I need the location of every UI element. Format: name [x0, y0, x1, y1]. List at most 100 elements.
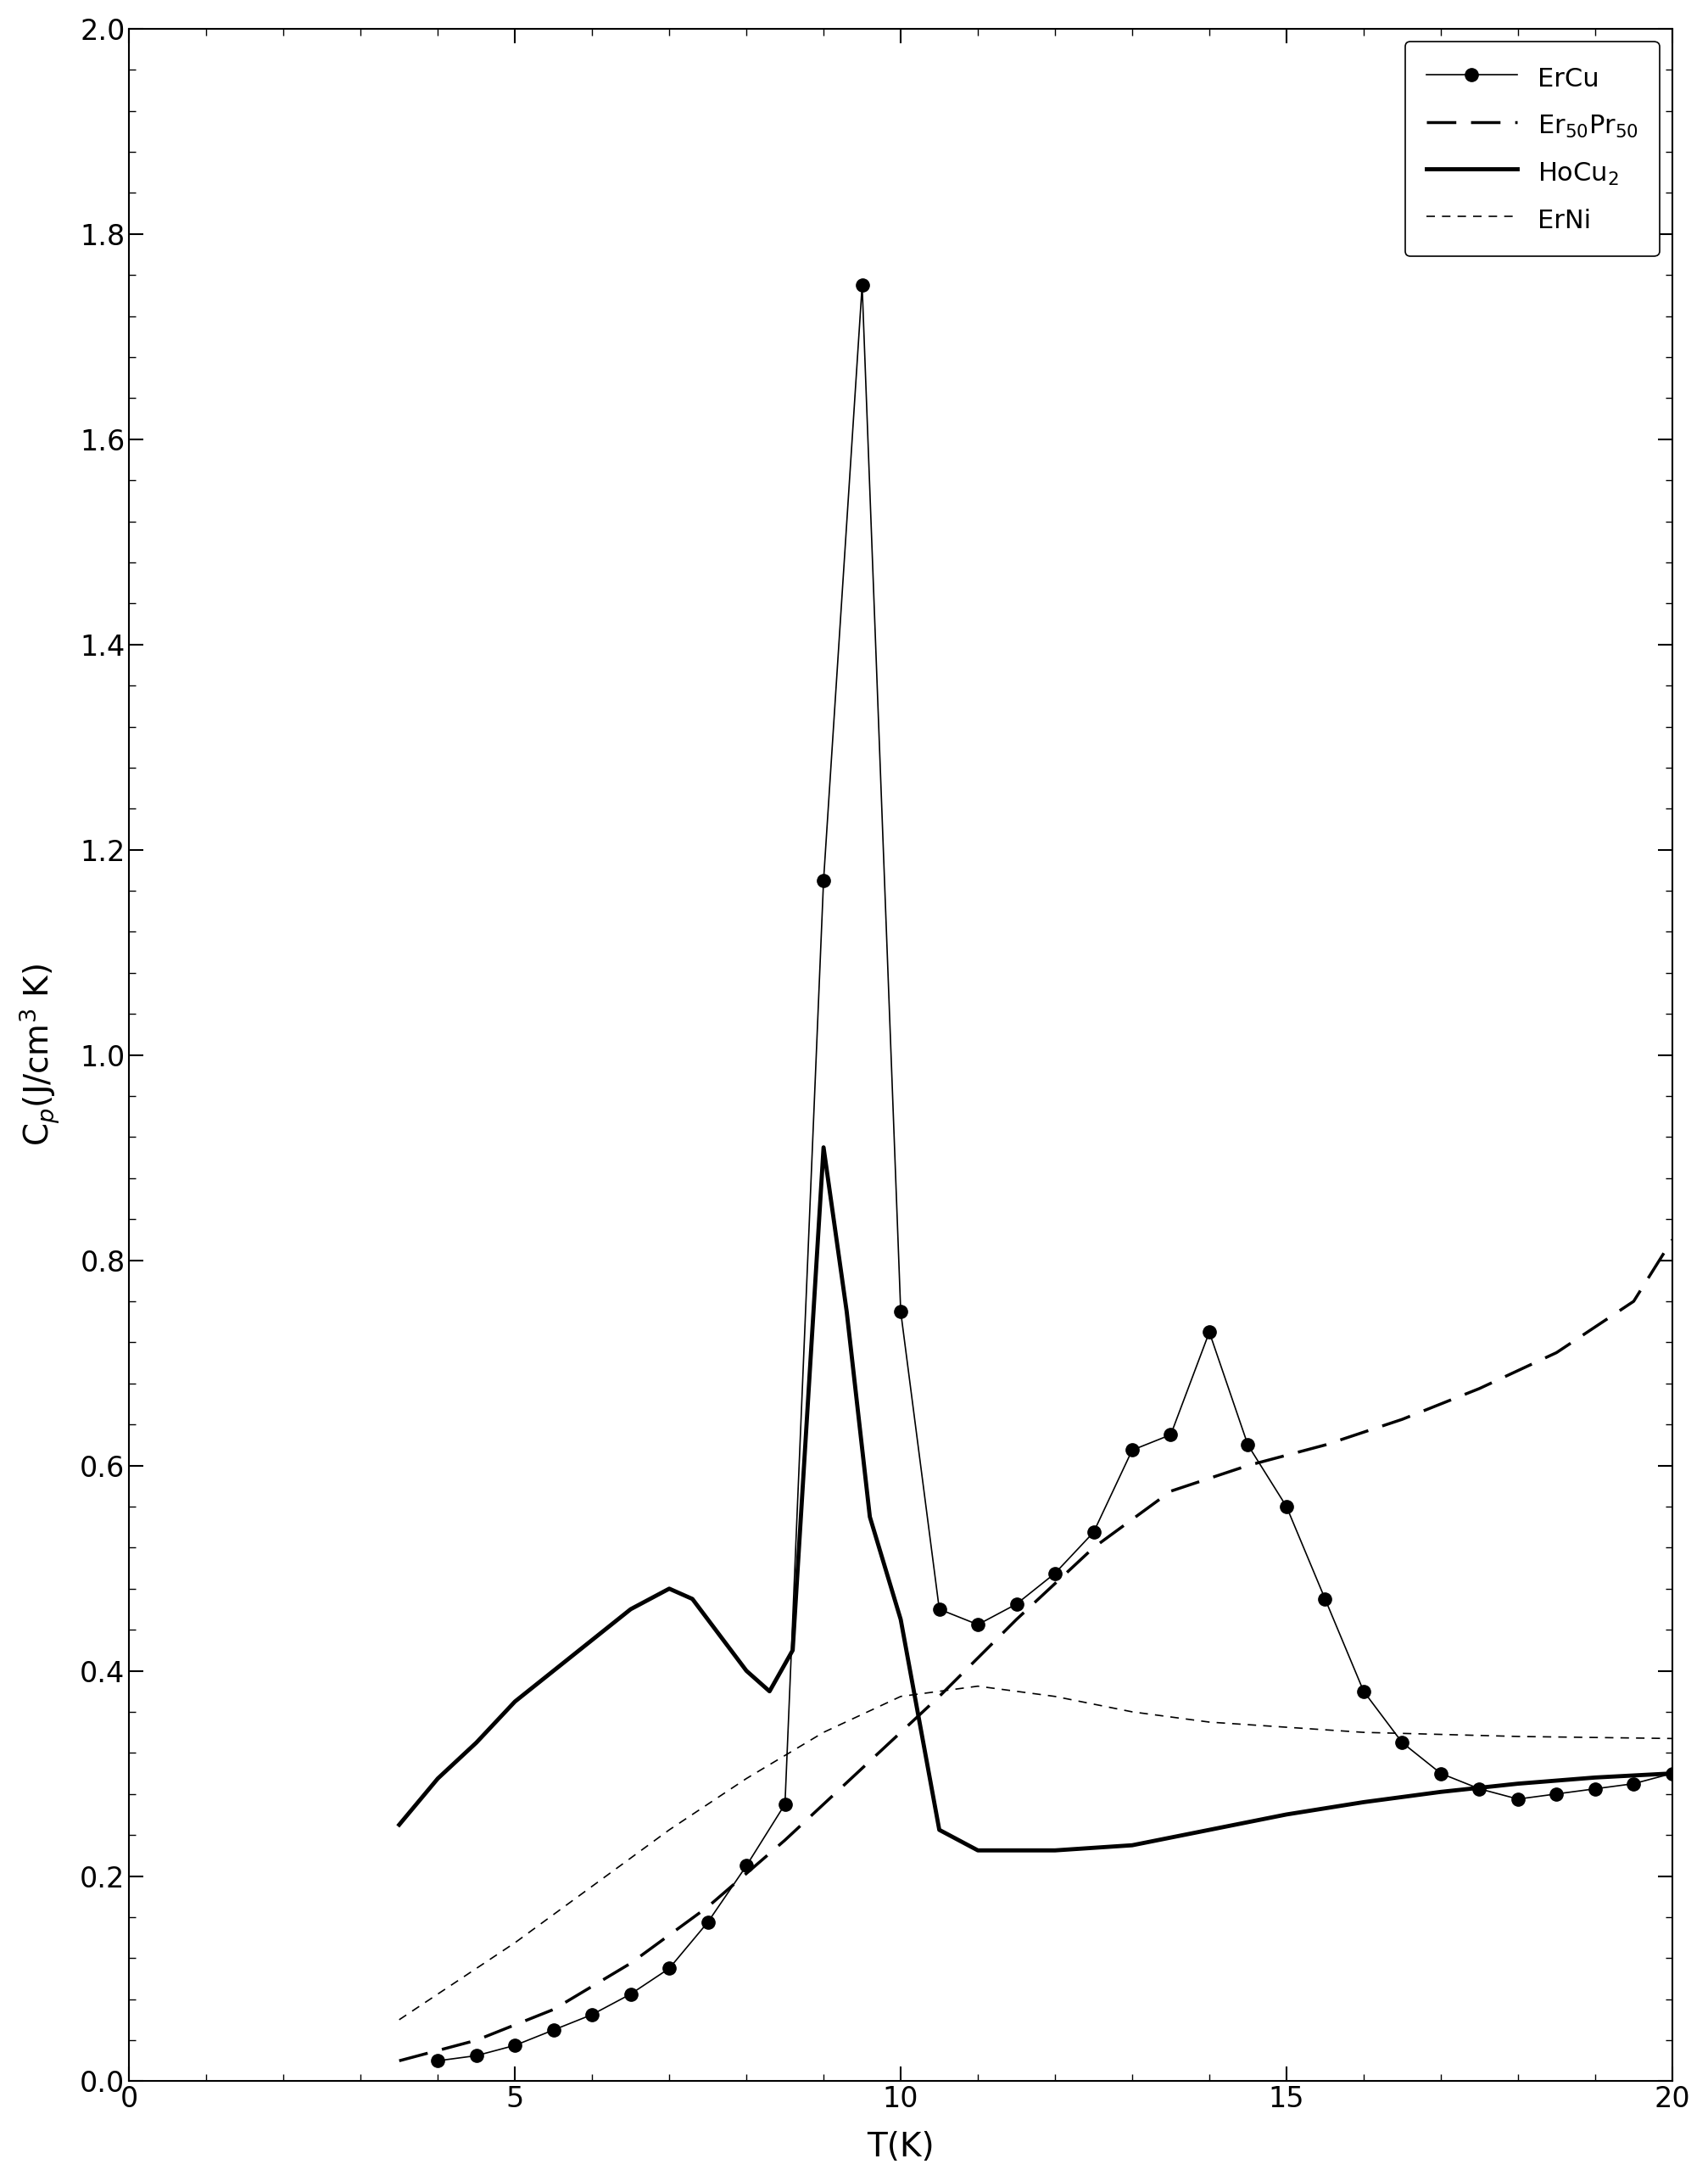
HoCu$_2$ — [705, 1616, 726, 1642]
ErCu — [427, 2048, 447, 2074]
Er$_{50}$Pr$_{50}$ — [1315, 1433, 1336, 1459]
HoCu$_2$ — [1353, 1788, 1373, 1815]
Er$_{50}$Pr$_{50}$ — [620, 1950, 640, 1976]
ErCu — [968, 1612, 989, 1638]
ErCu — [1045, 1559, 1066, 1586]
ErNi — [813, 1719, 834, 1745]
ErNi — [736, 1764, 757, 1791]
HoCu$_2$ — [837, 1298, 857, 1324]
HoCu$_2$ — [582, 1627, 603, 1653]
ErNi — [1585, 1725, 1606, 1751]
Line: HoCu$_2$: HoCu$_2$ — [400, 1147, 1672, 1849]
Er$_{50}$Pr$_{50}$ — [775, 1828, 796, 1854]
ErCu — [620, 1980, 640, 2007]
Y-axis label: C$_p$(J/cm$^3$ K): C$_p$(J/cm$^3$ K) — [17, 964, 61, 1147]
HoCu$_2$ — [659, 1575, 680, 1601]
HoCu$_2$ — [1045, 1836, 1066, 1863]
ErNi — [659, 1817, 680, 1843]
ErNi — [1508, 1723, 1529, 1749]
ErCu — [1353, 1677, 1373, 1703]
Er$_{50}$Pr$_{50}$ — [929, 1684, 950, 1710]
ErCu — [504, 2033, 524, 2059]
Er$_{50}$Pr$_{50}$ — [1623, 1289, 1643, 1315]
HoCu$_2$ — [466, 1730, 487, 1756]
ErNi — [1122, 1699, 1143, 1725]
HoCu$_2$ — [813, 1134, 834, 1160]
HoCu$_2$ — [782, 1638, 803, 1664]
Line: ErNi: ErNi — [400, 1686, 1672, 2020]
HoCu$_2$ — [859, 1503, 880, 1529]
ErCu — [1276, 1494, 1296, 1520]
HoCu$_2$ — [543, 1658, 564, 1684]
Er$_{50}$Pr$_{50}$ — [852, 1756, 873, 1782]
Er$_{50}$Pr$_{50}$ — [1083, 1535, 1103, 1562]
ErCu — [1160, 1422, 1180, 1448]
ErCu — [775, 1791, 796, 1817]
ErCu — [1315, 1586, 1336, 1612]
ErCu — [736, 1852, 757, 1878]
ErCu — [1585, 1775, 1606, 1802]
ErCu — [659, 1956, 680, 1983]
ErNi — [1353, 1719, 1373, 1745]
HoCu$_2$ — [760, 1677, 781, 1703]
HoCu$_2$ — [1431, 1780, 1452, 1806]
Er$_{50}$Pr$_{50}$ — [1662, 1226, 1682, 1252]
ErNi — [504, 1930, 524, 1956]
HoCu$_2$ — [504, 1688, 524, 1714]
ErCu — [890, 1298, 910, 1324]
ErCu — [697, 1908, 717, 1935]
ErCu — [1392, 1730, 1413, 1756]
ErNi — [1276, 1714, 1296, 1740]
HoCu$_2$ — [890, 1607, 910, 1634]
HoCu$_2$ — [968, 1836, 989, 1863]
Line: ErCu: ErCu — [432, 279, 1679, 2068]
HoCu$_2$ — [427, 1764, 447, 1791]
Er$_{50}$Pr$_{50}$ — [543, 1996, 564, 2022]
X-axis label: T(K): T(K) — [868, 2131, 934, 2164]
Er$_{50}$Pr$_{50}$ — [1392, 1407, 1413, 1433]
ErCu — [1623, 1771, 1643, 1797]
ErCu — [1199, 1320, 1220, 1346]
HoCu$_2$ — [1122, 1832, 1143, 1858]
HoCu$_2$ — [1508, 1771, 1529, 1797]
ErNi — [389, 2007, 410, 2033]
ErCu — [813, 868, 834, 894]
ErNi — [890, 1684, 910, 1710]
ErCu — [1238, 1433, 1259, 1459]
Line: Er$_{50}$Pr$_{50}$: Er$_{50}$Pr$_{50}$ — [400, 1239, 1672, 2061]
ErCu — [1546, 1782, 1566, 1808]
Er$_{50}$Pr$_{50}$ — [389, 2048, 410, 2074]
Legend: ErCu, Er$_{50}$Pr$_{50}$, HoCu$_2$, ErNi: ErCu, Er$_{50}$Pr$_{50}$, HoCu$_2$, ErNi — [1406, 41, 1658, 257]
Er$_{50}$Pr$_{50}$ — [1006, 1607, 1027, 1634]
Er$_{50}$Pr$_{50}$ — [1546, 1339, 1566, 1365]
ErNi — [1662, 1725, 1682, 1751]
HoCu$_2$ — [620, 1596, 640, 1623]
HoCu$_2$ — [736, 1658, 757, 1684]
ErCu — [466, 2044, 487, 2070]
HoCu$_2$ — [1276, 1802, 1296, 1828]
ErNi — [427, 1980, 447, 2007]
HoCu$_2$ — [1585, 1764, 1606, 1791]
ErCu — [1083, 1520, 1103, 1546]
HoCu$_2$ — [389, 1812, 410, 1839]
Er$_{50}$Pr$_{50}$ — [466, 2026, 487, 2052]
ErNi — [582, 1873, 603, 1900]
HoCu$_2$ — [929, 1817, 950, 1843]
HoCu$_2$ — [1662, 1760, 1682, 1786]
Er$_{50}$Pr$_{50}$ — [697, 1893, 717, 1919]
ErCu — [852, 273, 873, 299]
ErCu — [1469, 1775, 1489, 1802]
ErCu — [1006, 1590, 1027, 1616]
ErCu — [929, 1596, 950, 1623]
Er$_{50}$Pr$_{50}$ — [1160, 1479, 1180, 1505]
HoCu$_2$ — [1006, 1836, 1027, 1863]
HoCu$_2$ — [681, 1586, 702, 1612]
ErCu — [1122, 1437, 1143, 1463]
ErCu — [582, 2002, 603, 2028]
Er$_{50}$Pr$_{50}$ — [1469, 1376, 1489, 1402]
ErNi — [1199, 1710, 1220, 1736]
ErCu — [1662, 1760, 1682, 1786]
ErCu — [1508, 1786, 1529, 1812]
ErNi — [1431, 1721, 1452, 1747]
Er$_{50}$Pr$_{50}$ — [1238, 1453, 1259, 1479]
